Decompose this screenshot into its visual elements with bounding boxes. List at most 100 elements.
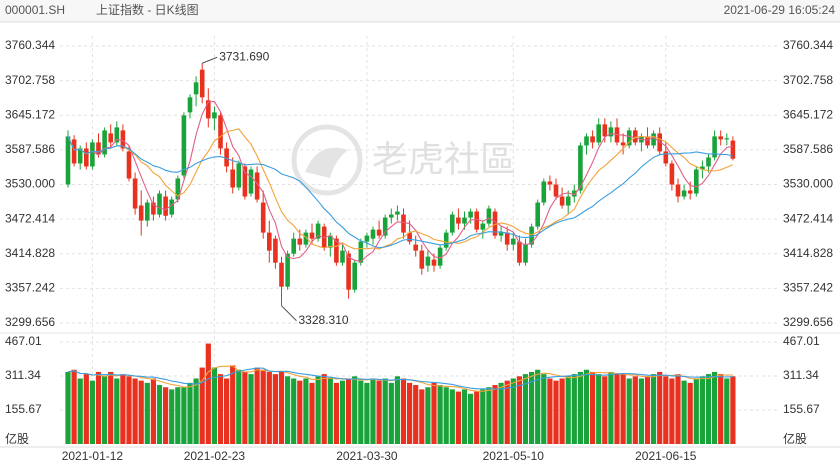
volume-bar [632, 376, 638, 444]
volume-bar [339, 380, 346, 444]
candle-body [328, 235, 333, 248]
volume-bar [126, 376, 132, 444]
volume-bar [248, 374, 254, 444]
candle-body [334, 238, 339, 263]
volume-bar [583, 369, 590, 444]
volume-bar [230, 365, 236, 444]
volume-bar [394, 376, 400, 444]
candle-body [248, 169, 254, 194]
candle-body [340, 250, 345, 263]
volume-bar [376, 380, 382, 444]
candle-body [413, 244, 418, 251]
candle-body [663, 151, 669, 164]
candle-body [224, 148, 229, 167]
volume-bar [388, 382, 394, 444]
volume-bar [83, 374, 89, 444]
candle-body [443, 232, 449, 248]
price-ma-line [67, 100, 734, 263]
candle-body [431, 259, 437, 266]
volume-bar [285, 376, 291, 444]
volume-tick-label-right: 155.67 [783, 402, 820, 416]
volume-bar [461, 389, 468, 444]
volume-bar [547, 378, 553, 444]
timestamp: 2021-06-29 16:05:24 [724, 3, 836, 17]
y-tick-label: 3357.242 [5, 281, 55, 295]
y-tick-label-right: 3357.242 [783, 281, 833, 295]
candle-body [169, 199, 174, 215]
candle-body [260, 202, 266, 233]
header-bar [0, 0, 840, 22]
volume-bar [132, 378, 138, 444]
volume-bar [687, 382, 693, 444]
x-tick-label: 2021-02-23 [184, 449, 246, 463]
candle-body [462, 217, 467, 224]
volume-bar [400, 378, 407, 444]
candle-body [193, 82, 199, 95]
volume-bar [516, 376, 522, 444]
volume-bar [510, 378, 516, 444]
volume-bar [272, 374, 278, 444]
candle-body [230, 169, 235, 188]
candle-body [407, 232, 412, 242]
volume-bar [541, 374, 547, 444]
volume-bar [193, 378, 199, 444]
volume-bar [419, 389, 425, 444]
candle-body [346, 253, 351, 290]
volume-ma-line [67, 367, 733, 390]
y-tick-label-right: 3645.172 [783, 107, 833, 121]
volume-bar [413, 385, 419, 444]
x-tick-label: 2021-01-12 [62, 449, 124, 463]
volume-bar [608, 371, 614, 444]
volume-bar [571, 374, 577, 444]
candle-body [236, 163, 242, 188]
candle-body [376, 229, 382, 236]
volume-bar [443, 387, 449, 444]
x-tick-label: 2021-06-15 [635, 449, 697, 463]
candle-body [364, 235, 370, 242]
candle-body [437, 247, 443, 266]
candle-body [511, 238, 516, 245]
volume-bar [211, 367, 217, 444]
y-tick-label-right: 3472.414 [783, 211, 833, 225]
candle-body [529, 226, 534, 245]
volume-bar [254, 367, 260, 444]
volume-bar [102, 376, 108, 444]
volume-bar [614, 374, 620, 444]
candle-body [358, 241, 364, 263]
candle-body [675, 184, 681, 197]
annotation-label: 3731.690 [219, 49, 269, 63]
candle-body [212, 112, 217, 119]
volume-bar [553, 380, 559, 444]
volume-bar [522, 374, 529, 444]
x-tick-label: 2021-05-10 [483, 449, 545, 463]
candle-body [724, 138, 730, 140]
candle-body [633, 130, 638, 143]
candle-body [517, 241, 522, 263]
candle-body [181, 115, 187, 176]
annotation-leader [281, 305, 297, 322]
candle-body [120, 130, 126, 149]
y-tick-label-right: 3530.000 [783, 177, 833, 191]
candle-body [584, 136, 589, 146]
volume-bar [114, 378, 120, 444]
volume-bar [718, 374, 724, 444]
candle-body [626, 130, 632, 146]
watermark-logo [291, 124, 363, 196]
candle-body [382, 217, 388, 236]
volume-bar [486, 387, 492, 444]
volume-bar [89, 380, 95, 444]
volume-bar [431, 382, 437, 444]
volume-bar [663, 376, 669, 444]
volume-bar [175, 387, 181, 444]
candle-body [712, 136, 717, 158]
volume-bar [449, 389, 455, 444]
volume-bar [71, 369, 77, 444]
candle-body [590, 136, 595, 143]
volume-bar [242, 371, 248, 444]
candle-body [553, 184, 559, 197]
price-ma-line [67, 128, 734, 250]
volume-tick-label-right: 467.01 [783, 334, 820, 348]
candle-body [486, 208, 492, 224]
candle-body [102, 130, 107, 155]
